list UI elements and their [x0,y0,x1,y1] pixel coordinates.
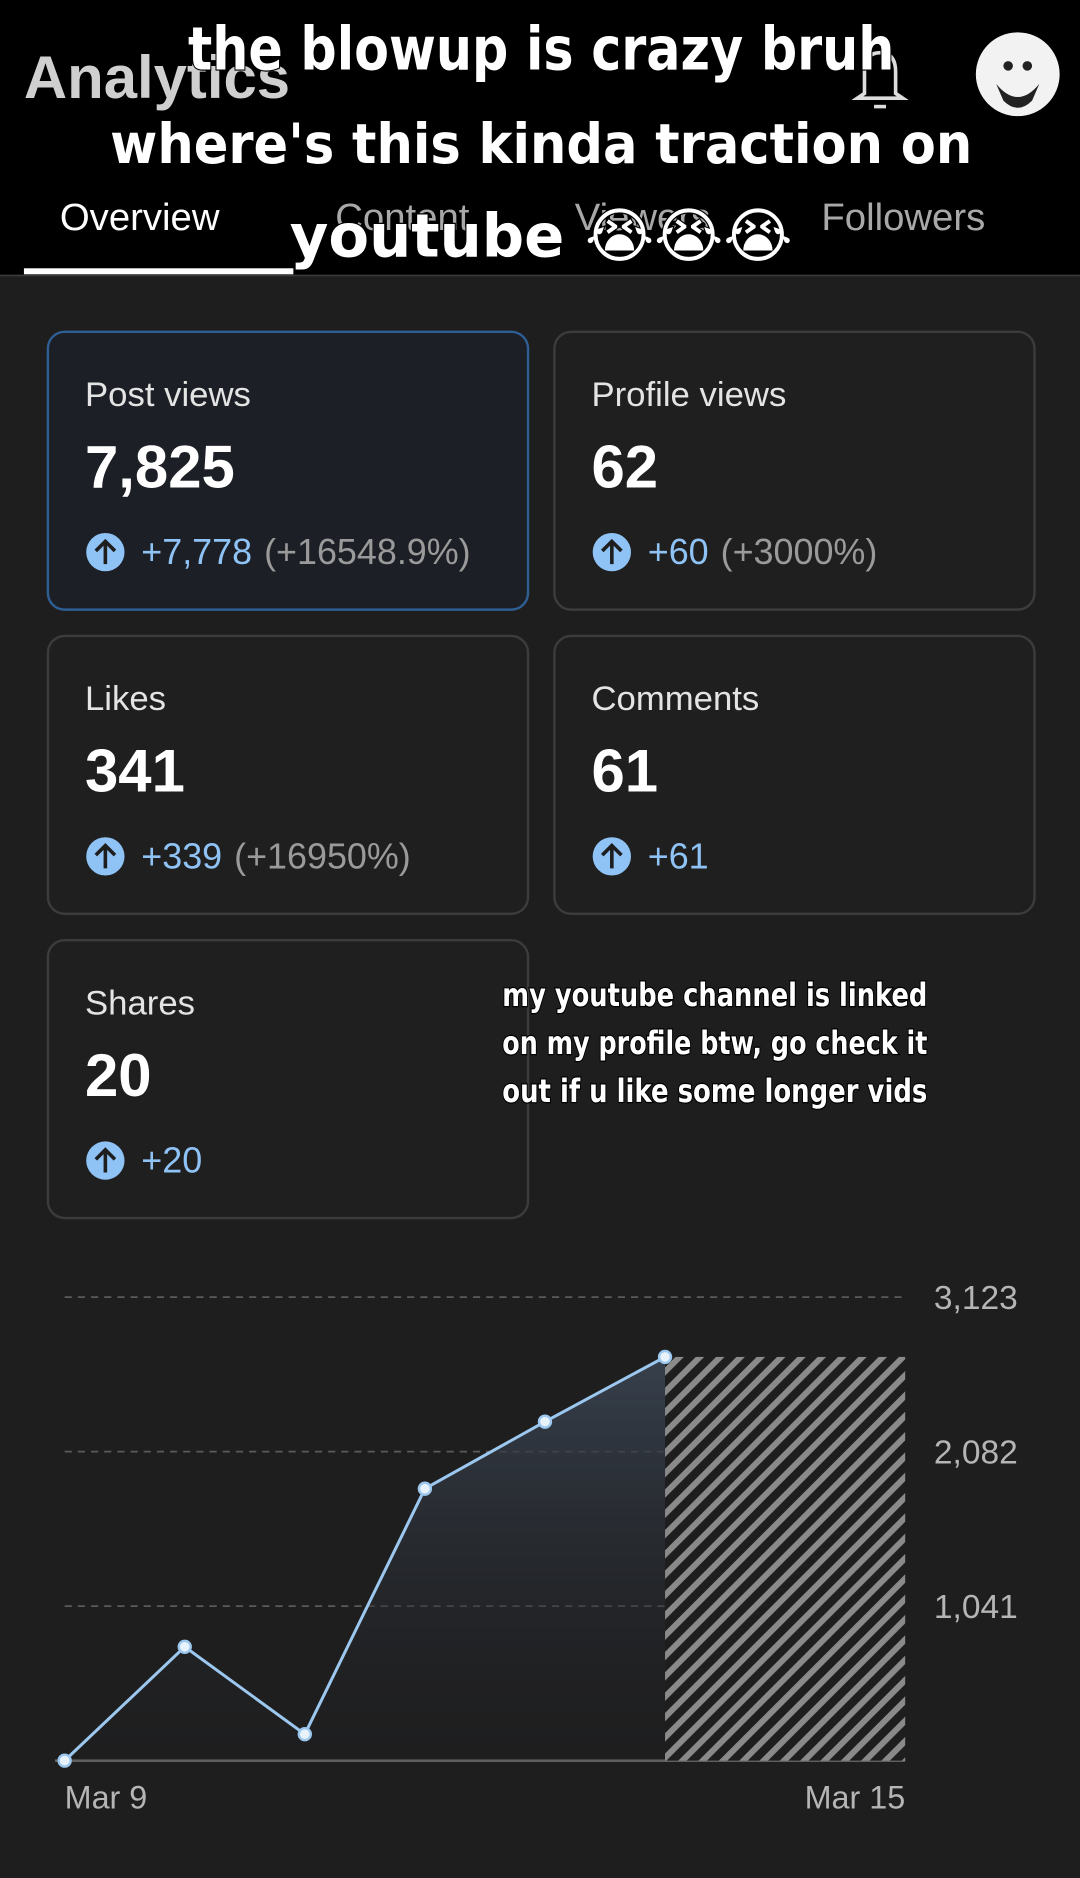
x-tick-label: Mar 9 [65,1780,148,1816]
card-label: Comments [591,680,759,718]
x-tick-label: Mar 15 [805,1780,906,1816]
tab[interactable]: Content [335,196,470,239]
card-label: Post views [85,376,251,414]
card-label: Profile views [591,376,786,414]
change-percent: (+3000%) [721,531,878,572]
page-title: Analytics [24,44,290,111]
card-value: 7,825 [85,433,235,500]
note-line: my youtube channel is linked [502,976,927,1014]
avatar[interactable] [975,32,1060,117]
card-value: 61 [591,738,658,805]
stat-card[interactable]: Shares 20 +20 [46,938,530,1220]
change-delta: +61 [648,835,709,876]
card-value: 20 [85,1042,152,1109]
change-percent: (+16950%) [234,835,411,876]
point [537,1414,553,1429]
card-change: +20 [141,1140,202,1181]
y-tick-label: 2,082 [934,1435,1018,1472]
card-change: +61 [648,835,709,876]
tab[interactable]: Followers [821,196,985,239]
tab[interactable]: Viewers [575,196,711,239]
y-tick-label: 1,041 [934,1589,1018,1626]
stat-card[interactable]: Comments 61 +61 [553,634,1036,916]
caption-line: the blowup is crazy bruh [188,14,894,84]
change-percent: (+16548.9%) [264,531,471,572]
top-bar [0,0,1080,276]
bell-icon[interactable] [851,50,909,109]
stat-card[interactable]: Profile views 62 +60 (+3000%) [553,330,1036,611]
point [57,1753,72,1768]
card-change: +7,778 (+16548.9%) [141,531,470,572]
point [297,1727,312,1742]
tab-underline [23,268,294,275]
up-arrow [600,538,623,565]
card-value: 341 [85,738,185,805]
change-delta: +60 [648,531,709,572]
up-arrow [94,843,117,869]
card-value: 62 [591,433,658,500]
point [177,1639,192,1654]
note-line: on my profile btw, go check it [502,1024,927,1062]
card-box [553,330,1036,611]
card-change: +339 (+16950%) [141,835,410,876]
card-box [46,938,530,1220]
tab[interactable]: Overview [60,196,220,239]
up-arrow [600,843,623,869]
stat-card[interactable]: Post views 7,825 +7,778 (+16548.9%) [46,330,530,611]
card-box [46,634,530,916]
note-line: out if u like some longer vids [502,1072,927,1110]
caption-line: where's this kinda traction on [110,112,972,176]
card-label: Likes [85,680,166,718]
y-tick-label: 3,123 [934,1280,1018,1317]
card-box [46,330,530,611]
area [64,1356,666,1761]
stat-card[interactable]: Likes 341 +339 (+16950%) [46,634,530,916]
up-arrow [94,1147,117,1173]
change-delta: +7,778 [141,531,252,572]
card-change: +60 (+3000%) [648,531,878,572]
point [417,1481,433,1496]
up-arrow [94,538,117,565]
card-box [553,634,1036,916]
caption-line: youtube 😭😭😭 [290,201,793,271]
incomplete-period [665,1356,906,1761]
point [657,1349,673,1365]
line [63,1355,666,1762]
change-delta: +339 [141,835,222,876]
change-delta: +20 [141,1140,202,1181]
card-label: Shares [85,984,195,1022]
